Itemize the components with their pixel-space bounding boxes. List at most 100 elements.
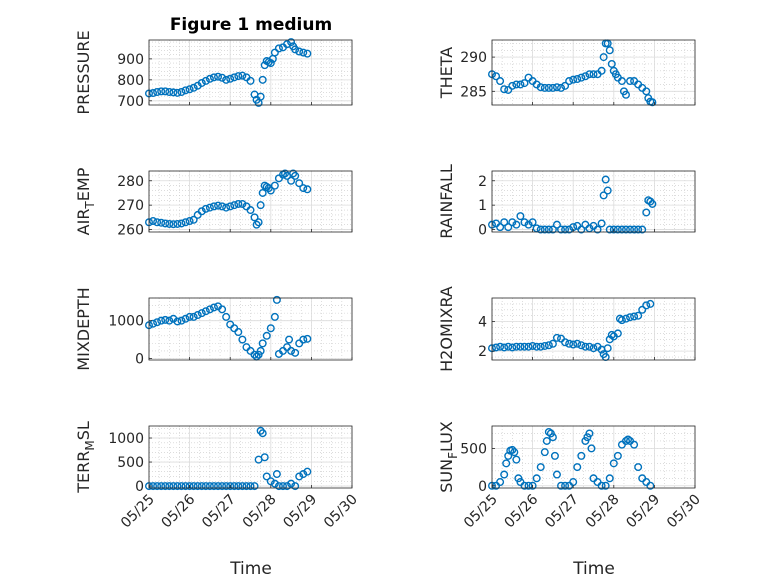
data-point	[157, 316, 166, 325]
data-point	[185, 217, 194, 226]
data-point	[634, 463, 643, 472]
y-tick-label: 500	[460, 441, 487, 457]
data-point	[524, 481, 533, 490]
data-point	[299, 470, 308, 479]
grid	[491, 298, 696, 360]
y-tick-label: 800	[117, 73, 144, 89]
data-point	[621, 314, 630, 323]
data-point	[274, 482, 283, 491]
data-point	[569, 340, 578, 349]
data-point	[528, 481, 537, 490]
data-point	[524, 342, 533, 351]
x-tick-label: 05/27	[199, 492, 239, 532]
data-point	[528, 341, 537, 350]
data-point	[496, 223, 505, 232]
data-point	[209, 202, 218, 211]
x-tick-label: 05/29	[280, 492, 320, 532]
data-point	[256, 201, 265, 210]
data-point	[561, 225, 570, 234]
data-point	[557, 225, 566, 234]
data-point	[287, 479, 296, 488]
data-point	[209, 73, 218, 82]
data-point	[173, 219, 182, 228]
data-point	[626, 313, 635, 322]
data-point	[218, 482, 227, 491]
data-point	[189, 482, 198, 491]
data-point	[256, 346, 265, 355]
data-point	[550, 451, 559, 460]
data-point	[230, 482, 239, 491]
data-point	[189, 312, 198, 321]
series-mixdepth	[144, 295, 312, 361]
data-point	[577, 225, 586, 234]
data-point	[492, 72, 501, 81]
data-point	[291, 45, 300, 54]
data-point	[153, 482, 162, 491]
data-point	[262, 331, 271, 340]
data-point	[500, 85, 509, 94]
axes-frame	[148, 170, 353, 233]
data-point	[256, 92, 265, 101]
data-point	[520, 342, 529, 351]
data-point	[258, 429, 267, 438]
data-point	[157, 87, 166, 96]
data-point	[238, 335, 247, 344]
data-point	[605, 46, 614, 55]
data-point	[565, 225, 574, 234]
data-point	[624, 435, 633, 444]
data-point	[266, 477, 275, 486]
data-point	[181, 314, 190, 323]
data-point	[626, 77, 635, 86]
data-point	[230, 73, 239, 82]
data-point	[609, 225, 618, 234]
x-tick-label: 05/25	[461, 492, 501, 532]
data-point	[149, 217, 158, 226]
y-axis-label: RAINFALL	[437, 164, 456, 239]
y-axis-label: PRESSURE	[74, 30, 93, 114]
axes-frame	[491, 39, 696, 106]
data-point	[565, 339, 574, 348]
data-point	[496, 77, 505, 86]
data-point	[270, 48, 279, 57]
data-point	[532, 342, 541, 351]
data-point	[299, 48, 308, 57]
x-tick-label: 05/28	[583, 492, 623, 532]
data-point	[161, 315, 170, 324]
data-point	[242, 482, 251, 491]
data-point	[197, 309, 206, 318]
data-point	[605, 474, 614, 483]
data-point	[605, 225, 614, 234]
data-point	[496, 478, 505, 487]
data-point	[621, 436, 630, 445]
data-point	[197, 207, 206, 216]
data-point	[492, 343, 501, 352]
data-point	[548, 339, 557, 348]
y-tick-label: 285	[460, 84, 487, 100]
data-point	[561, 481, 570, 490]
data-point	[597, 66, 606, 75]
data-point	[201, 307, 210, 316]
data-point	[258, 75, 267, 84]
data-point	[201, 482, 210, 491]
data-point	[585, 70, 594, 79]
data-point	[177, 87, 186, 96]
data-point	[508, 81, 517, 90]
data-point	[500, 343, 509, 352]
axes-frame	[148, 39, 353, 106]
data-point	[197, 78, 206, 87]
x-tick-label: 05/26	[502, 491, 542, 531]
data-point	[508, 445, 517, 454]
data-point	[287, 176, 296, 185]
data-point	[585, 342, 594, 351]
figure-title: Figure 1 medium	[170, 15, 332, 35]
data-point	[303, 467, 312, 476]
y-tick-label: 260	[117, 223, 144, 239]
data-point	[189, 83, 198, 92]
data-point	[577, 451, 586, 460]
data-point	[250, 350, 259, 359]
data-point	[597, 219, 606, 228]
data-point	[536, 463, 545, 472]
subplot-sun_flux: 0 500 05/25 05/26 05/27 05/28 05/29 05/30 SUNFLU…	[437, 421, 704, 531]
